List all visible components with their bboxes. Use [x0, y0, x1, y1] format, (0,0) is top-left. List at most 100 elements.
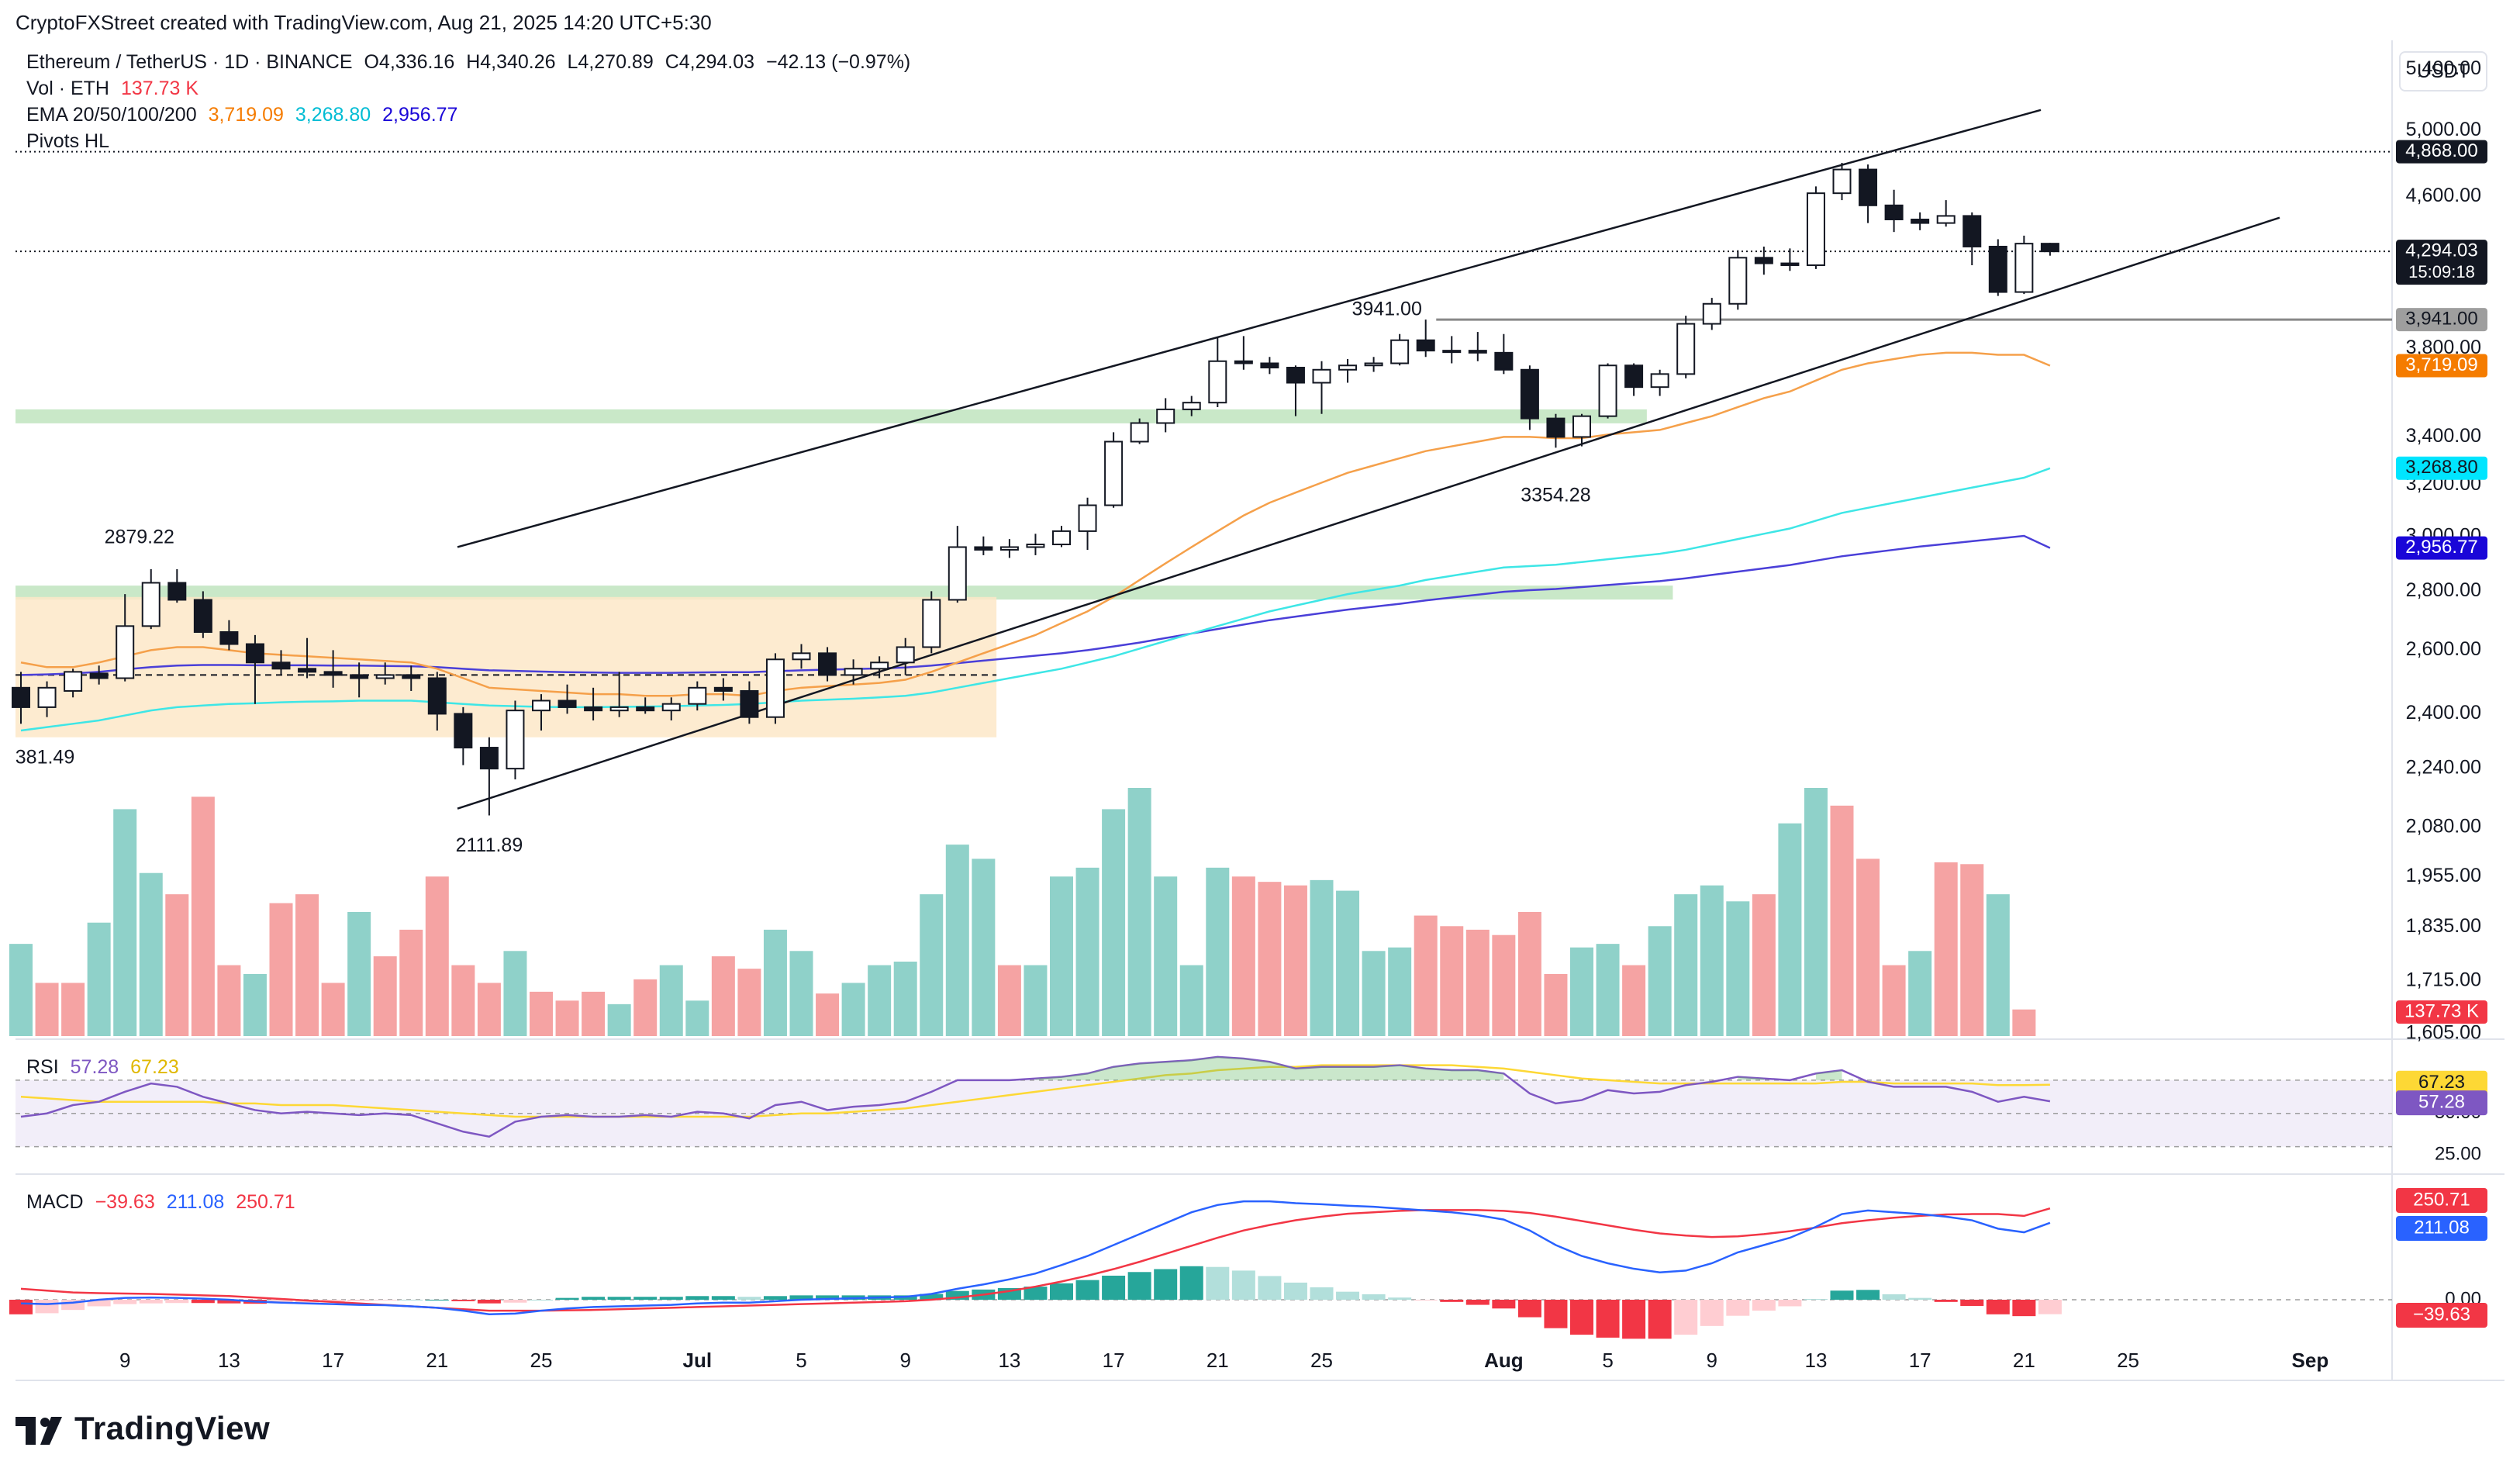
candle — [427, 677, 447, 715]
volume-bar — [1596, 944, 1620, 1036]
price-tag-label: 2,956.77 — [2405, 537, 2477, 558]
candle — [141, 582, 161, 627]
candle — [558, 700, 577, 708]
macd-line-tag-label: 211.08 — [2414, 1217, 2470, 1238]
macd-line-tag — [2396, 1216, 2487, 1241]
x-tick-label: 17 — [1103, 1349, 1125, 1372]
volume-bar — [1414, 915, 1438, 1036]
price-tag-label: 3,268.80 — [2405, 457, 2477, 478]
candle — [844, 668, 863, 676]
ema50-line — [20, 467, 2051, 732]
support-zone — [16, 409, 1647, 423]
volume-bar — [789, 951, 813, 1036]
symbol-title[interactable]: Ethereum / TetherUS · 1D · BINANCE — [26, 51, 353, 73]
candle — [1572, 415, 1591, 438]
price-tag-label: 4,868.00 — [2405, 140, 2477, 161]
macd-histogram-bar — [1362, 1294, 1386, 1300]
candle — [792, 652, 811, 661]
volume-bar — [1258, 882, 1282, 1036]
pivots-label[interactable]: Pivots HL — [26, 130, 109, 152]
volume-bar — [269, 903, 293, 1036]
macd-histogram-bar — [1050, 1283, 1073, 1300]
rsi-ma-tag — [2396, 1070, 2487, 1096]
volume-bar — [659, 965, 683, 1036]
macd-histogram-bar — [555, 1297, 579, 1300]
candle — [818, 652, 837, 676]
rsi-axis-label: 25.00 — [2435, 1144, 2481, 1165]
volume-bar — [868, 965, 892, 1036]
macd-line — [20, 1200, 2051, 1316]
macd-histogram-bar — [87, 1300, 111, 1307]
candle — [1754, 257, 1773, 264]
price-tag — [2396, 536, 2487, 560]
candle — [1911, 218, 1930, 224]
candle — [609, 706, 629, 712]
volume-bar — [997, 965, 1021, 1036]
volume-bar — [737, 969, 761, 1036]
price-tag — [2396, 308, 2487, 332]
macd-histogram-bar — [477, 1300, 501, 1304]
ema-label[interactable]: EMA 20/50/100/200 — [26, 104, 197, 126]
macd-signal-line — [20, 1207, 2051, 1312]
rsi-label[interactable]: RSI — [26, 1056, 59, 1078]
candle — [713, 686, 733, 692]
volume-bar — [477, 983, 501, 1036]
ema-legend: EMA 20/50/100/200 3,719.09 3,268.80 2,95… — [26, 104, 464, 126]
volume-label[interactable]: Vol · ETH — [26, 78, 109, 99]
x-tick-label: 21 — [1206, 1349, 1229, 1372]
x-tick-label: 25 — [1310, 1349, 1333, 1372]
macd-hist-tag-label: −39.63 — [2413, 1304, 2470, 1325]
x-tick-label: 21 — [2013, 1349, 2035, 1372]
macd-histogram-bar — [1856, 1290, 1880, 1300]
countdown-label: 15:09:18 — [2408, 262, 2475, 282]
x-tick-label: Jul — [683, 1349, 713, 1372]
volume-bar — [816, 993, 840, 1036]
pivot-label: 2879.22 — [105, 526, 174, 548]
y-tick-label: 2,600.00 — [2406, 638, 2481, 660]
macd-histogram-bar — [659, 1297, 683, 1300]
macd-histogram-bar — [945, 1290, 969, 1300]
macd-histogram-bar — [1674, 1300, 1698, 1335]
candle — [532, 700, 551, 712]
price-change: −42.13 (−0.97%) — [766, 51, 911, 73]
macd-histogram-bar — [165, 1300, 189, 1304]
macd-label[interactable]: MACD — [26, 1191, 84, 1213]
ohlc-low: L4,270.89 — [567, 51, 654, 73]
candle — [219, 631, 239, 645]
currency-button[interactable]: USDT — [2399, 51, 2487, 92]
ema100-value: 2,956.77 — [382, 104, 458, 126]
volume-bar — [582, 991, 606, 1036]
volume-bar — [503, 951, 527, 1036]
macd-signal-value: 250.71 — [236, 1191, 295, 1213]
macd-histogram-bar — [1882, 1294, 1906, 1300]
pivot-label: 2111.89 — [456, 834, 523, 856]
volume-bar — [1648, 926, 1672, 1036]
volume-bar — [1960, 864, 1984, 1036]
macd-histogram-bar — [1440, 1300, 1464, 1302]
volume-bar — [1544, 974, 1568, 1036]
y-tick-label: 2,240.00 — [2406, 757, 2481, 779]
volume-bar — [893, 962, 917, 1036]
x-tick-label: 25 — [530, 1349, 553, 1372]
volume-bar — [87, 922, 111, 1036]
candle — [506, 710, 525, 770]
candle — [1338, 364, 1358, 371]
volume-bar — [425, 876, 449, 1036]
macd-histogram-bar — [1258, 1276, 1282, 1300]
volume-bar — [165, 894, 189, 1036]
x-tick-label: 9 — [1707, 1349, 1717, 1372]
volume-bar — [1102, 809, 1126, 1036]
candle — [350, 674, 369, 679]
x-tick-label: 21 — [426, 1349, 448, 1372]
macd-line-value: 211.08 — [166, 1191, 225, 1213]
candle — [1520, 368, 1539, 420]
candle — [1078, 504, 1097, 532]
candle — [2040, 243, 2059, 253]
macd-histogram-bar — [737, 1297, 761, 1300]
volume-bar — [9, 944, 33, 1036]
macd-histogram-bar — [1934, 1300, 1958, 1302]
volume-legend: Vol · ETH 137.73 K — [26, 78, 205, 100]
y-tick-label: 1,835.00 — [2406, 915, 2481, 937]
macd-histogram-bar — [425, 1300, 449, 1301]
